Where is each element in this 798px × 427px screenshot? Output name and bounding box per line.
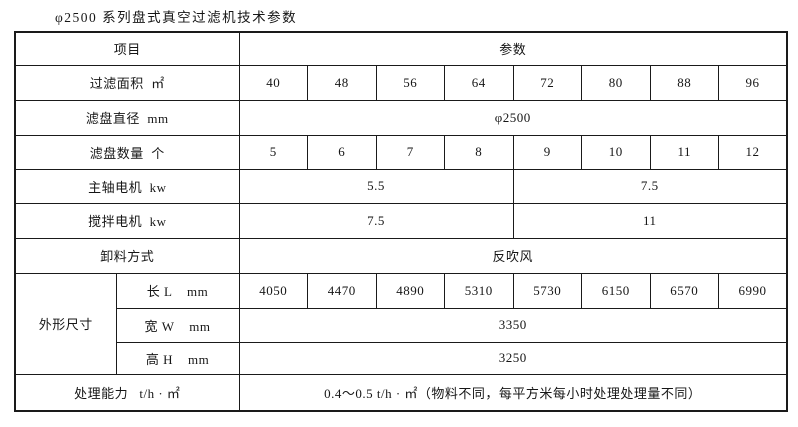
dimension-length-value: 4890: [375, 272, 446, 309]
row-dimension-length: 外形尺寸 长 L mm 4050 4470 4890 5310 5730 615…: [14, 272, 788, 375]
main-motor-label: 主轴电机 kw: [14, 168, 240, 204]
capacity-label: 处理能力 t/h · ㎡: [14, 373, 240, 412]
disc-count-value: 7: [375, 134, 446, 170]
row-disc-diameter: 滤盘直径 mm φ2500: [14, 99, 788, 136]
header-item-cell: 项目: [14, 31, 240, 66]
filter-area-value: 72: [512, 64, 583, 101]
dimension-length-value: 4050: [238, 272, 309, 309]
filter-area-value: 80: [581, 64, 651, 101]
dimension-length-value: 6570: [649, 272, 720, 309]
row-agitator-motor: 搅拌电机 kw 7.5 11: [14, 202, 788, 239]
main-motor-value: 7.5: [512, 168, 788, 204]
disc-count-value: 8: [444, 134, 514, 170]
dimension-length-value: 4470: [307, 272, 377, 309]
dimension-width-value: 3350: [238, 307, 788, 343]
agitator-motor-label: 搅拌电机 kw: [14, 202, 240, 239]
discharge-method-value: 反吹风: [238, 237, 788, 274]
disc-count-value: 12: [718, 134, 788, 170]
row-capacity: 处理能力 t/h · ㎡ 0.4～0.5 t/h · ㎡（物料不同，每平方米每小…: [14, 373, 788, 412]
disc-diameter-label: 滤盘直径 mm: [14, 99, 240, 136]
dimension-length-value: 6990: [718, 272, 788, 309]
agitator-motor-value: 11: [512, 202, 788, 239]
header-param-cell: 参数: [238, 31, 788, 66]
disc-count-value: 11: [649, 134, 720, 170]
dimensions-label: 外形尺寸: [14, 272, 117, 375]
filter-area-value: 40: [238, 64, 309, 101]
disc-count-value: 10: [581, 134, 651, 170]
disc-count-value: 6: [307, 134, 377, 170]
disc-diameter-value: φ2500: [238, 99, 788, 136]
capacity-value: 0.4～0.5 t/h · ㎡（物料不同，每平方米每小时处理处理量不同）: [238, 373, 788, 412]
dimension-length-value: 6150: [581, 272, 651, 309]
dimension-length-value: 5310: [444, 272, 514, 309]
header-row: 项目 参数: [14, 31, 788, 66]
spec-table: 项目 参数 过滤面积 ㎡ 40 48 56 64 72 80 88 96 滤盘直…: [14, 31, 789, 412]
dimension-height-label: 高 H mm: [115, 341, 240, 375]
row-filter-area: 过滤面积 ㎡ 40 48 56 64 72 80 88 96: [14, 64, 788, 101]
filter-area-value: 96: [718, 64, 788, 101]
discharge-method-label: 卸料方式: [14, 237, 240, 274]
filter-area-label: 过滤面积 ㎡: [14, 64, 240, 101]
row-dimension-width: 宽 W mm 3350: [15, 307, 788, 343]
filter-area-value: 48: [307, 64, 377, 101]
row-main-motor: 主轴电机 kw 5.5 7.5: [14, 168, 788, 204]
disc-count-value: 5: [238, 134, 309, 170]
dimension-length-value: 5730: [512, 272, 583, 309]
disc-count-label: 滤盘数量 个: [14, 134, 240, 170]
row-dimension-height: 高 H mm 3250: [15, 341, 788, 375]
row-discharge-method: 卸料方式 反吹风: [14, 237, 788, 274]
filter-area-value: 56: [375, 64, 446, 101]
dimension-length-label: 长 L mm: [115, 272, 240, 309]
dimension-height-value: 3250: [238, 341, 788, 375]
disc-count-value: 9: [512, 134, 583, 170]
filter-area-value: 88: [649, 64, 720, 101]
main-motor-value: 5.5: [238, 168, 514, 204]
filter-area-value: 64: [444, 64, 514, 101]
table-title: φ2500 系列盘式真空过滤机技术参数: [55, 10, 298, 25]
agitator-motor-value: 7.5: [238, 202, 514, 239]
row-disc-count: 滤盘数量 个 5 6 7 8 9 10 11 12: [14, 134, 788, 170]
dimension-width-label: 宽 W mm: [115, 307, 240, 343]
